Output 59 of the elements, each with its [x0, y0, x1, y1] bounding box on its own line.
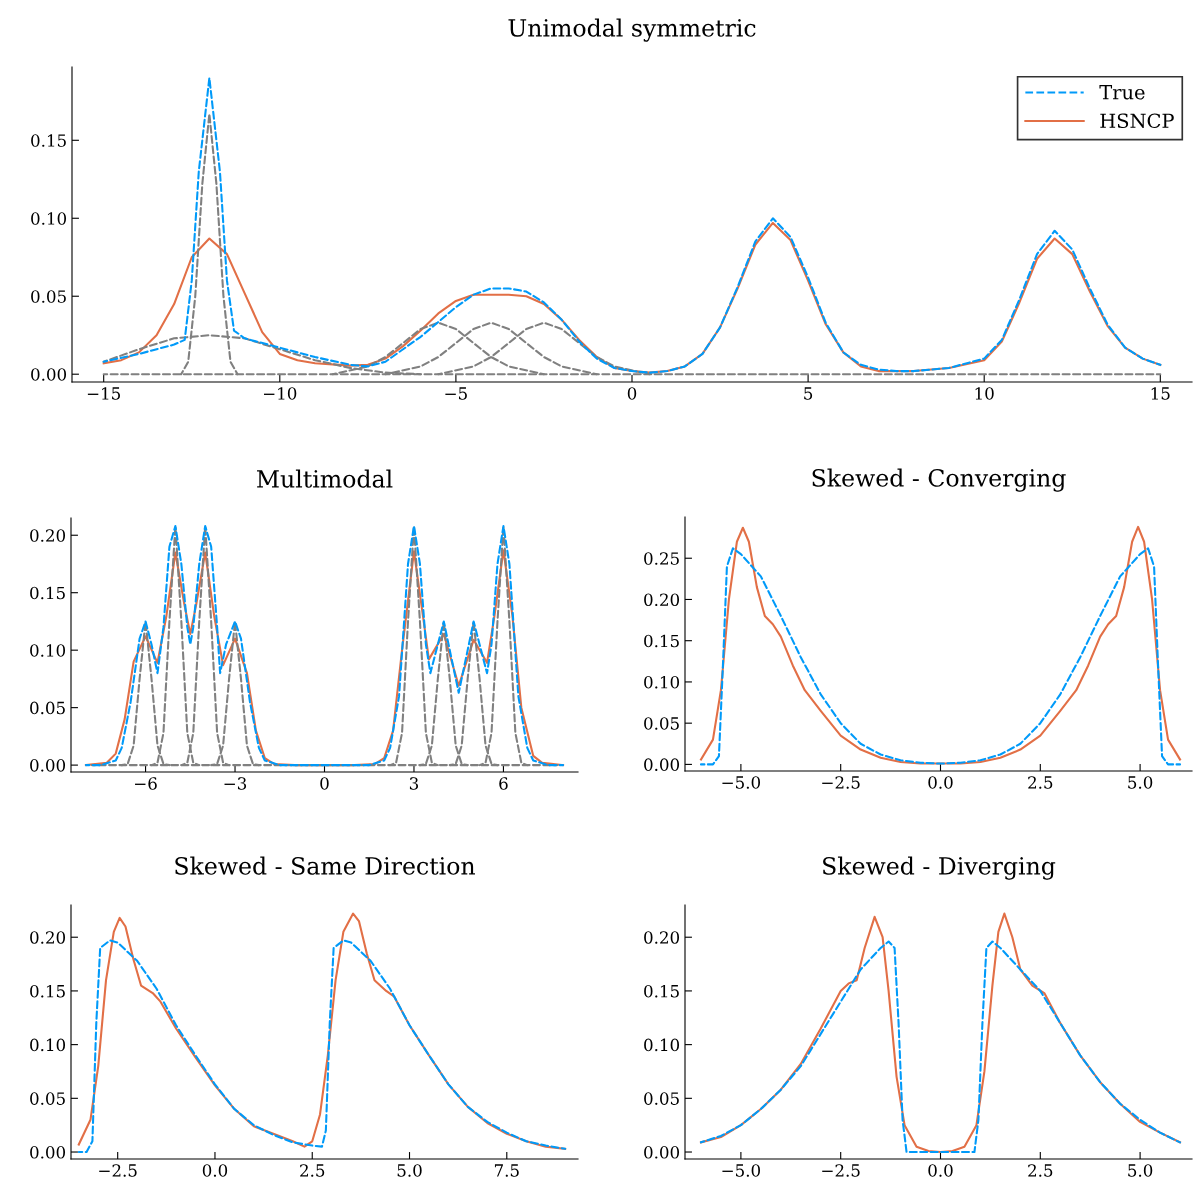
chart-title: Multimodal [257, 469, 393, 488]
y-tick-label: 0.15 [30, 586, 65, 600]
x-tick-label: −2.5 [822, 776, 860, 789]
x-tick-label: 15 [1151, 387, 1170, 400]
x-tick-label: 7.5 [494, 1164, 519, 1177]
x-tick-label: −15 [87, 387, 120, 400]
x-tick-label: 5 [804, 387, 813, 400]
y-tick-label: 0.20 [30, 529, 66, 542]
x-tick-label: −3 [224, 777, 247, 790]
x-tick-label: 6 [499, 777, 508, 790]
y-tick-label: 0.10 [30, 644, 66, 657]
chart-title: Skewed - Diverging [823, 856, 1056, 880]
y-tick-label: 0.15 [644, 984, 679, 998]
y-tick-label: 0.20 [644, 593, 680, 607]
x-tick-label: −5 [445, 387, 467, 400]
x-tick-label: −2.5 [99, 1164, 137, 1177]
y-tick-label: 0.10 [31, 212, 67, 225]
x-tick-label: 5.0 [1128, 776, 1153, 789]
legend-label: True [1099, 85, 1145, 100]
x-tick-label: 5.0 [397, 1164, 422, 1177]
x-tick-label: 2.5 [1028, 1164, 1053, 1177]
legend-label: HSNCP [1100, 113, 1174, 129]
x-tick-label: 3 [409, 777, 419, 790]
y-tick-label: 0.10 [644, 675, 680, 689]
y-tick-label: 0.00 [30, 759, 66, 772]
y-tick-label: 0.00 [31, 368, 67, 381]
chart-title: Skewed - Same Direction [175, 856, 475, 875]
x-tick-label: 0.0 [202, 1164, 228, 1177]
chart-title: Unimodal symmetric [508, 18, 756, 42]
y-tick-label: 0.05 [644, 717, 679, 730]
y-tick-label: 0.05 [31, 290, 66, 303]
y-tick-label: 0.00 [30, 1145, 66, 1159]
x-tick-label: −2.5 [822, 1164, 860, 1177]
x-tick-label: 0 [320, 777, 329, 790]
x-tick-label: −10 [263, 387, 297, 400]
y-tick-label: 0.05 [644, 1092, 679, 1105]
chart-title: Skewed - Converging [812, 468, 1066, 492]
x-tick-label: 2.5 [1028, 776, 1053, 789]
y-tick-label: 0.15 [30, 984, 65, 998]
y-tick-label: 0.00 [644, 1145, 680, 1159]
x-tick-label: −5.0 [722, 776, 761, 789]
y-tick-label: 0.25 [644, 552, 679, 565]
x-tick-label: 2.5 [300, 1164, 325, 1177]
y-tick-label: 0.20 [644, 931, 680, 944]
x-tick-label: 0.0 [928, 776, 953, 789]
y-tick-label: 0.10 [30, 1038, 66, 1052]
x-tick-label: 5.0 [1128, 1164, 1153, 1177]
y-tick-label: 0.00 [644, 758, 680, 771]
x-tick-label: −6 [135, 777, 157, 790]
x-tick-label: 0.0 [928, 1164, 953, 1177]
x-tick-label: 10 [975, 387, 994, 400]
y-tick-label: 0.05 [30, 1092, 65, 1105]
y-tick-label: 0.20 [30, 931, 66, 944]
y-tick-label: 0.15 [644, 634, 679, 648]
y-tick-label: 0.15 [31, 134, 66, 147]
x-tick-label: −5.0 [722, 1164, 761, 1177]
y-tick-label: 0.10 [644, 1038, 680, 1052]
x-tick-label: 0 [627, 387, 637, 400]
y-tick-label: 0.05 [30, 701, 65, 715]
